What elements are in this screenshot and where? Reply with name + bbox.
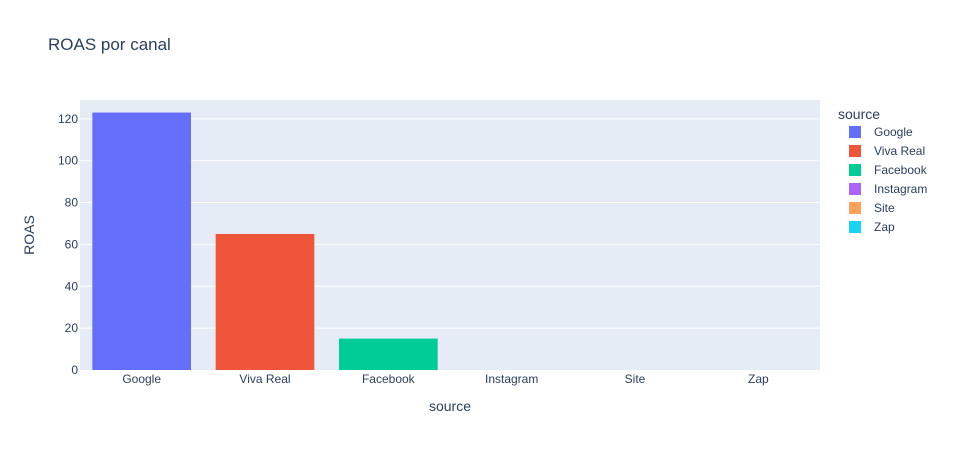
legend-swatch[interactable] [849, 221, 861, 233]
y-tick-label: 0 [71, 363, 78, 377]
bar-google[interactable] [92, 112, 191, 370]
y-tick-label: 60 [65, 237, 79, 251]
x-tick-label: Zap [748, 372, 769, 386]
legend-label[interactable]: Site [874, 201, 895, 215]
x-tick-label: Site [625, 372, 646, 386]
legend-swatch[interactable] [849, 145, 861, 157]
x-tick-label: Google [122, 372, 161, 386]
legend-label[interactable]: Facebook [874, 163, 928, 177]
y-tick-label: 80 [65, 196, 79, 210]
y-gridlines [80, 118, 820, 329]
x-tick-label: Viva Real [239, 372, 290, 386]
y-tick-label: 100 [58, 154, 78, 168]
y-tick-label: 120 [58, 112, 78, 126]
plot-area [80, 100, 820, 370]
y-axis-title: ROAS [21, 215, 37, 255]
y-tick-label: 40 [65, 279, 79, 293]
x-tick-label: Facebook [362, 372, 416, 386]
x-axis-title: source [429, 398, 471, 414]
legend-title: source [838, 106, 880, 122]
legend-label[interactable]: Zap [874, 220, 895, 234]
bar-facebook[interactable] [339, 338, 438, 370]
chart-title: ROAS por canal [48, 35, 171, 54]
legend-label[interactable]: Google [874, 125, 913, 139]
legend-label[interactable]: Instagram [874, 182, 927, 196]
x-tick-label: Instagram [485, 372, 538, 386]
x-axis-ticks: Google Viva Real Facebook Instagram Site Zap [122, 372, 769, 386]
legend-swatch[interactable] [849, 183, 861, 195]
legend: source Google Viva Real Facebook Instagram S… [838, 106, 928, 234]
y-axis-ticks: 0 20 40 60 80 100 120 [58, 112, 78, 377]
legend-swatch[interactable] [849, 126, 861, 138]
bars [92, 112, 438, 370]
legend-swatch[interactable] [849, 164, 861, 176]
legend-swatch[interactable] [849, 202, 861, 214]
legend-label[interactable]: Viva Real [874, 144, 925, 158]
bar-viva-real[interactable] [215, 233, 315, 370]
y-tick-label: 20 [65, 321, 79, 335]
